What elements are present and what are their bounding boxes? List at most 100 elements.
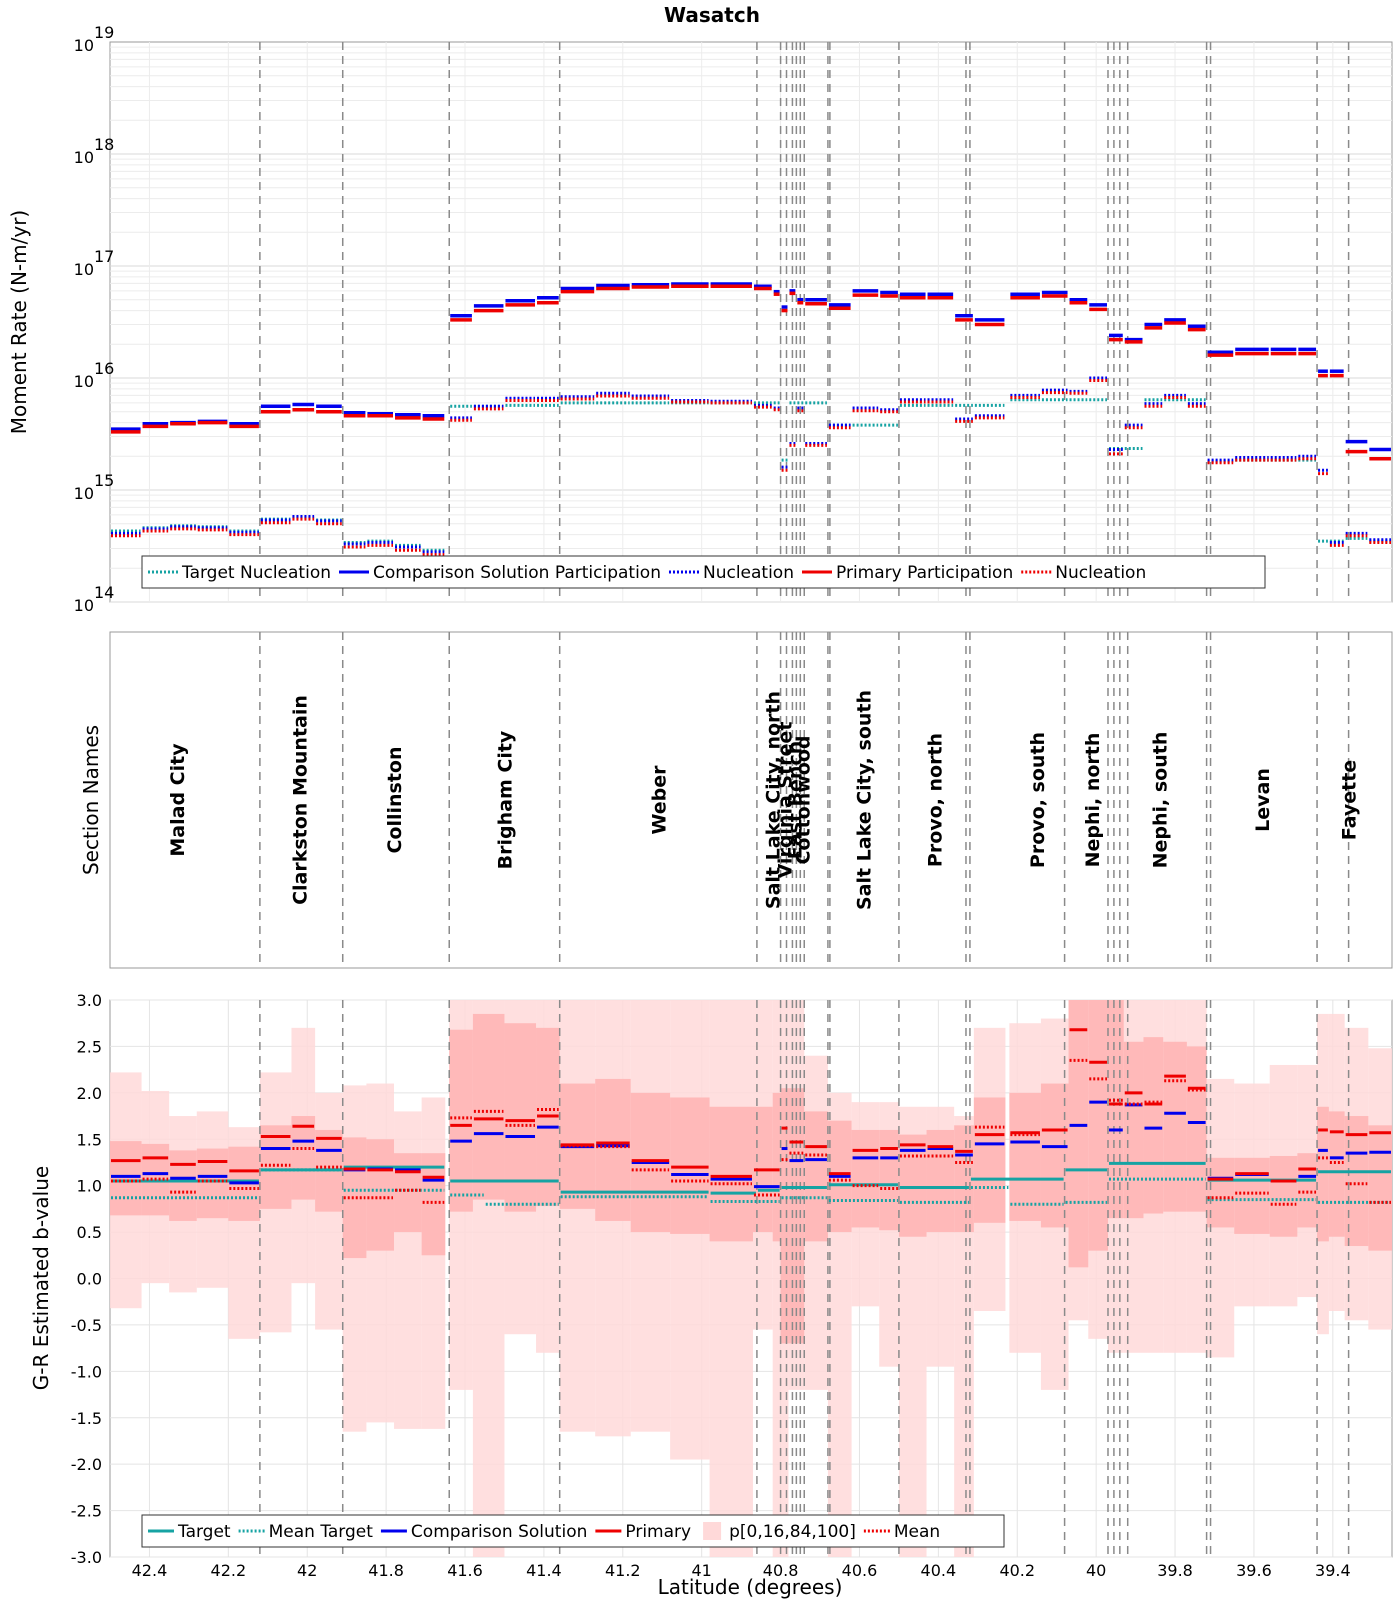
band-rect [1123,1041,1144,1219]
band-rect [1344,1116,1369,1247]
band-rect [1297,1153,1318,1228]
y-tick-label: 2.0 [77,1084,102,1103]
section-label-weber: Weber [648,765,670,835]
band-rect [709,1106,753,1242]
band-rect [1143,1037,1164,1214]
x-tick-label: 42.4 [132,1561,168,1580]
x-tick-label: 41.6 [447,1561,483,1580]
b-value-x-ticks: 42.4 42.2 42 41.8 41.6 41.4 41.2 41 40.8 40.6 40.4… [132,1561,1351,1580]
x-tick-label: 40.2 [999,1561,1035,1580]
b-value-panel: 3.0 2.5 2.0 1.5 1.0 0.5 0.0 -0.5 -1.0 -1.5 -2.0 -2.… [29,991,1393,1599]
moment-rate-legend: Target Nucleation Comparison Solution Par… [141,555,1266,589]
band-rect [169,1150,197,1221]
section-names-boundaries [259,632,1350,968]
legend-label: Comparison Solution [411,1522,587,1542]
y-tick-label: 10 [74,484,94,503]
band-rect [1269,1155,1298,1237]
legend-swatch [703,1522,722,1540]
x-tick-label: 41 [692,1561,712,1580]
legend-label: Nucleation [1055,563,1146,583]
band-rect [110,1141,142,1216]
band-rect [449,1029,473,1212]
moment-rate-grid [110,42,1392,603]
y-tick-label: -3.0 [71,1548,102,1567]
x-axis-label: Latitude (degrees) [658,1575,843,1599]
band-rect [366,1139,395,1251]
section-names-plot-area [109,631,1393,969]
band-rect [342,1085,367,1432]
y-tick-label: 10 [74,372,94,391]
band-rect [804,1111,828,1242]
x-tick-label: 42.2 [211,1561,247,1580]
y-tick-exponent: 14 [94,583,114,602]
b-value-y-ticks: 3.0 2.5 2.0 1.5 1.0 0.5 0.0 -0.5 -1.0 -1.5 -2.0 -2.… [71,991,102,1567]
y-tick-exponent: 15 [94,471,114,490]
moment-rate-section-boundaries [259,42,1350,602]
series-mean-target [111,1168,1391,1206]
band-rect [559,1000,596,1432]
chart-title: Wasatch [664,3,760,27]
band-rect [366,1083,395,1423]
section-names-panel: Malad City Clarkston Mountain Collinston Br… [79,631,1393,969]
y-tick-label: 1.5 [77,1130,102,1149]
legend-label: Target Nucleation [181,563,331,583]
section-names-labels: Malad City Clarkston Mountain Collinston Br… [167,690,1361,910]
series-target [111,1161,1391,1195]
band-rect [772,1000,781,1557]
y-tick-exponent: 19 [94,23,114,42]
series-primary-participation [111,284,1391,461]
section-label-brigham-city: Brigham City [494,730,516,869]
band-rect [1186,1046,1207,1212]
section-label-malad-city: Malad City [167,743,189,857]
band-rect [709,1000,753,1557]
y-tick-exponent: 16 [94,359,114,378]
band-rect [1068,1000,1089,1268]
x-tick-label: 39.6 [1236,1561,1272,1580]
section-label-provo-south: Provo, south [1027,732,1049,868]
section-label-provo-north: Provo, north [924,733,946,867]
band-rect [472,1013,505,1200]
legend-box [141,1514,1005,1548]
band-rect [1368,1125,1392,1251]
x-tick-label: 41.8 [368,1561,404,1580]
legend-box [141,555,1266,589]
section-label-clarkston-mountain: Clarkston Mountain [289,695,311,905]
section-label-east-bench: East Bench [784,741,806,860]
x-tick-label: 40.4 [921,1561,957,1580]
section-label-fayette: Fayette [1339,760,1361,840]
y-tick-label: -1.0 [71,1362,102,1381]
band-rect [421,1097,446,1429]
band-rect [954,1125,974,1233]
section-label-nephi-south: Nephi, south [1149,732,1171,869]
legend-label: Comparison Solution Participation [373,563,661,583]
x-tick-label: 41.2 [605,1561,641,1580]
section-label-salt-lake-city-south: Salt Lake City, south [853,690,875,910]
y-tick-label: 1.0 [77,1177,102,1196]
band-rect [851,1129,880,1228]
y-tick-label: 2.5 [77,1037,102,1056]
y-tick-label: 10 [74,148,94,167]
moment-rate-ylabel: Moment Rate (N-m/yr) [7,210,31,434]
x-tick-label: 42 [297,1561,317,1580]
b-value-ylabel: G-R Estimated b-value [29,1166,53,1390]
series-comparison-solution-participation [111,282,1391,452]
x-tick-label: 41.4 [526,1561,562,1580]
y-tick-label: 10 [74,260,94,279]
y-tick-label: 10 [74,596,94,615]
band-rect [1317,1106,1329,1242]
band-rect [504,1023,537,1212]
b-value-series [111,1028,1391,1206]
band-rect [259,1125,292,1209]
band-rect [1009,1092,1041,1221]
band-rect [291,1116,316,1200]
moment-rate-series [111,282,1391,557]
y-tick-label: -2.0 [71,1455,102,1474]
x-tick-label: 40 [1086,1561,1106,1580]
y-tick-label: 10 [74,36,94,55]
y-tick-label: 0.0 [77,1270,102,1289]
b-value-section-boundaries [259,1000,1350,1557]
band-rect [1088,1000,1108,1251]
y-tick-label: 3.0 [77,991,102,1010]
